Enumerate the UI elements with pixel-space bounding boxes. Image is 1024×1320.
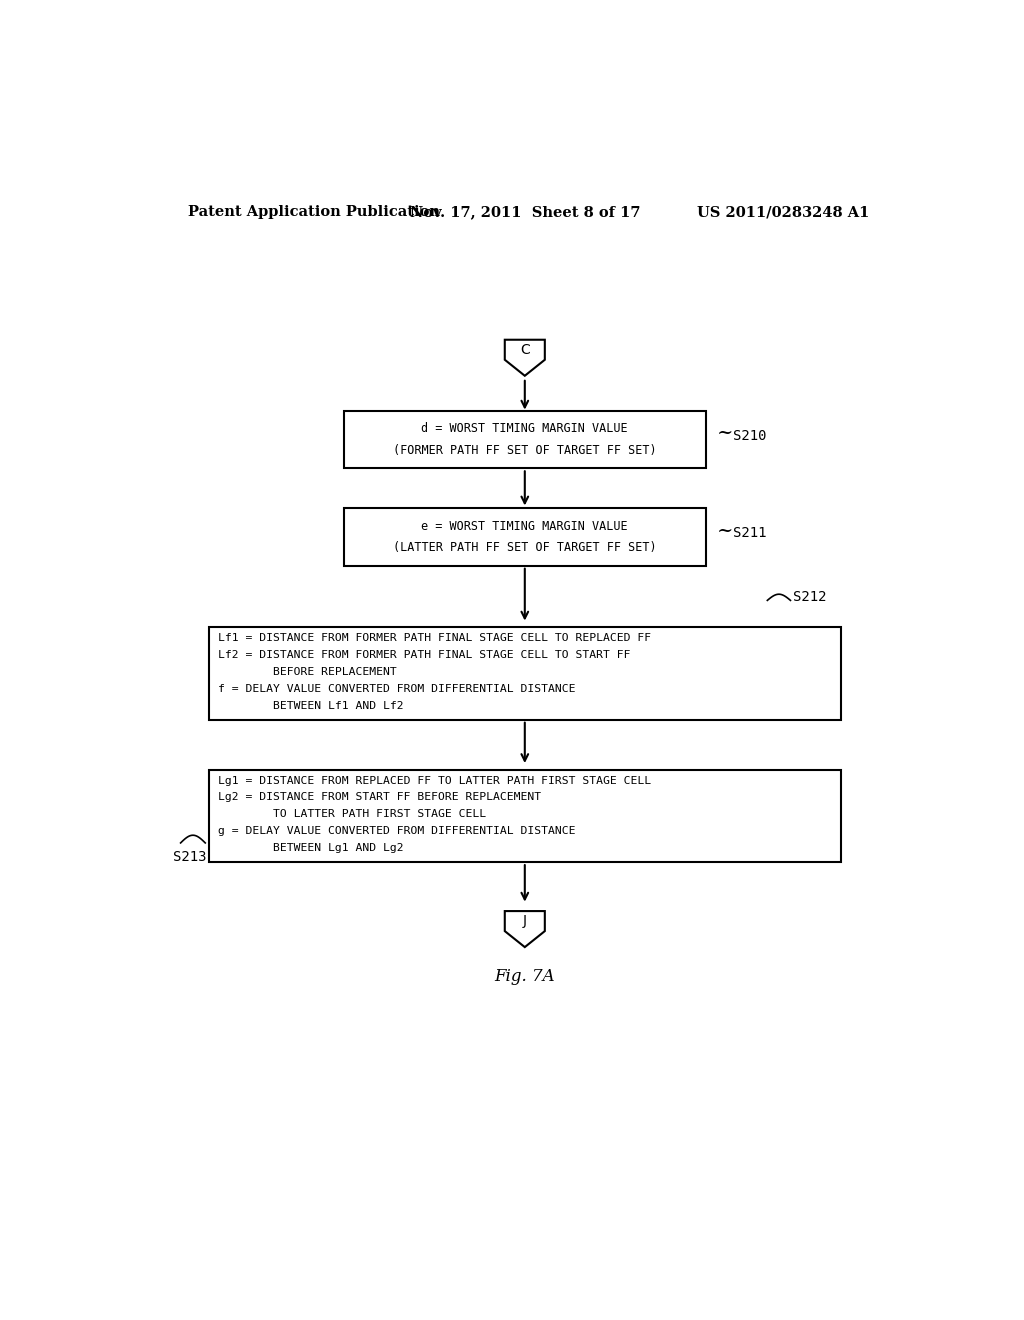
Text: g = DELAY VALUE CONVERTED FROM DIFFERENTIAL DISTANCE: g = DELAY VALUE CONVERTED FROM DIFFERENT… <box>218 826 575 837</box>
Text: Lf1 = DISTANCE FROM FORMER PATH FINAL STAGE CELL TO REPLACED FF: Lf1 = DISTANCE FROM FORMER PATH FINAL ST… <box>218 634 651 643</box>
Text: US 2011/0283248 A1: US 2011/0283248 A1 <box>697 206 869 219</box>
Polygon shape <box>505 339 545 376</box>
Text: S211: S211 <box>733 525 766 540</box>
Text: BETWEEN Lf1 AND Lf2: BETWEEN Lf1 AND Lf2 <box>218 701 403 711</box>
Text: J: J <box>523 913 526 928</box>
Bar <box>209 627 841 719</box>
Text: TO LATTER PATH FIRST STAGE CELL: TO LATTER PATH FIRST STAGE CELL <box>218 809 486 820</box>
Bar <box>344 508 706 566</box>
Text: C: C <box>520 343 529 356</box>
Text: S213: S213 <box>173 850 207 863</box>
Text: e = WORST TIMING MARGIN VALUE: e = WORST TIMING MARGIN VALUE <box>422 520 628 532</box>
Text: S210: S210 <box>733 429 766 442</box>
Text: Lf2 = DISTANCE FROM FORMER PATH FINAL STAGE CELL TO START FF: Lf2 = DISTANCE FROM FORMER PATH FINAL ST… <box>218 649 631 660</box>
Text: Fig. 7A: Fig. 7A <box>495 968 555 985</box>
Text: Nov. 17, 2011  Sheet 8 of 17: Nov. 17, 2011 Sheet 8 of 17 <box>410 206 640 219</box>
Bar <box>209 770 841 862</box>
Text: Lg1 = DISTANCE FROM REPLACED FF TO LATTER PATH FIRST STAGE CELL: Lg1 = DISTANCE FROM REPLACED FF TO LATTE… <box>218 776 651 785</box>
Text: f = DELAY VALUE CONVERTED FROM DIFFERENTIAL DISTANCE: f = DELAY VALUE CONVERTED FROM DIFFERENT… <box>218 684 575 694</box>
Text: (LATTER PATH FF SET OF TARGET FF SET): (LATTER PATH FF SET OF TARGET FF SET) <box>393 541 656 554</box>
Text: BETWEEN Lg1 AND Lg2: BETWEEN Lg1 AND Lg2 <box>218 843 403 853</box>
Text: Patent Application Publication: Patent Application Publication <box>188 206 440 219</box>
Text: d = WORST TIMING MARGIN VALUE: d = WORST TIMING MARGIN VALUE <box>422 422 628 436</box>
Text: BEFORE REPLACEMENT: BEFORE REPLACEMENT <box>218 667 397 677</box>
Bar <box>344 411 706 469</box>
Text: Lg2 = DISTANCE FROM START FF BEFORE REPLACEMENT: Lg2 = DISTANCE FROM START FF BEFORE REPL… <box>218 792 542 803</box>
Text: ~: ~ <box>717 424 733 442</box>
Text: (FORMER PATH FF SET OF TARGET FF SET): (FORMER PATH FF SET OF TARGET FF SET) <box>393 444 656 457</box>
Text: ~: ~ <box>717 521 733 540</box>
Text: S212: S212 <box>793 590 826 603</box>
Polygon shape <box>505 911 545 948</box>
